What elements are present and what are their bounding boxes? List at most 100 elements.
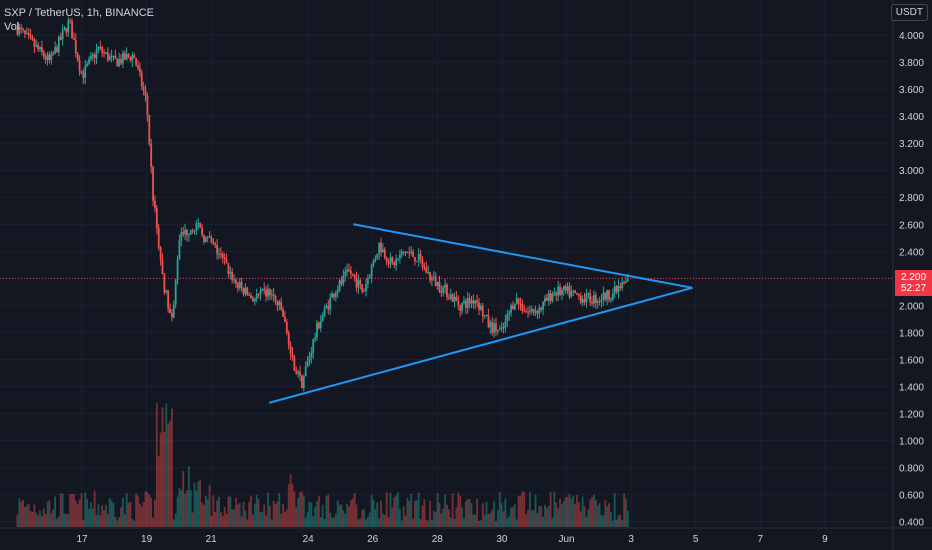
candle-body — [544, 297, 546, 302]
candle-body — [498, 328, 501, 331]
candle-body — [142, 86, 145, 91]
volume-bar — [583, 506, 586, 527]
volume-bar — [480, 520, 482, 527]
candle-body — [257, 294, 260, 296]
candle-body — [108, 56, 111, 61]
candle-body — [223, 257, 226, 260]
volume-bar — [274, 503, 277, 527]
candle-body — [496, 330, 499, 332]
candle-body — [555, 292, 558, 296]
volume-bar — [235, 497, 237, 527]
volume-bar — [133, 520, 136, 527]
candle-body — [327, 306, 330, 310]
volume-bar — [86, 499, 89, 527]
candle-body — [135, 58, 138, 66]
volume-bar — [297, 497, 300, 527]
volume-bar — [468, 499, 471, 527]
volume-bar — [613, 493, 616, 527]
candle-body — [171, 312, 173, 318]
volume-bar — [103, 510, 105, 527]
volume-bar — [29, 510, 32, 527]
candle-body — [342, 275, 345, 284]
candle-body — [285, 321, 288, 334]
bar-countdown: 52:27 — [900, 283, 927, 295]
volume-bar — [114, 516, 117, 527]
trendlines[interactable] — [269, 223, 693, 404]
candle-body — [189, 230, 192, 235]
candle-body — [402, 251, 405, 253]
candle-body — [69, 20, 72, 22]
volume-bar — [252, 514, 254, 527]
volume-bar — [446, 504, 448, 527]
currency-button[interactable]: USDT — [890, 4, 928, 21]
candle-body — [547, 292, 550, 301]
candle-body — [561, 290, 563, 295]
volume-bar — [547, 506, 550, 527]
volume-bar — [137, 495, 139, 527]
candle-body — [97, 46, 100, 50]
candle-body — [221, 253, 224, 258]
price-tick-label: 1.200 — [899, 410, 924, 421]
candle-body — [576, 292, 578, 295]
volume-bar — [61, 493, 64, 527]
candle-body — [301, 375, 303, 389]
volume-bar — [267, 492, 269, 527]
candle-body — [581, 299, 584, 303]
volume-bar — [559, 498, 561, 527]
volume-bar — [197, 481, 200, 527]
volume-bar — [425, 519, 428, 527]
candle-body — [591, 302, 593, 304]
candle-body — [250, 295, 252, 299]
volume-bar — [498, 492, 501, 527]
volume-bar — [306, 512, 309, 527]
candle-body — [334, 292, 337, 297]
volume-bar — [453, 518, 456, 527]
candle-body — [376, 253, 379, 259]
candle-body — [521, 304, 524, 311]
candle-body — [391, 257, 394, 263]
candle-body — [344, 271, 347, 276]
candle-body — [137, 65, 139, 68]
candle-body — [325, 306, 328, 308]
volume-bar — [106, 513, 109, 527]
candle-body — [204, 237, 207, 242]
volume-bar — [135, 493, 138, 527]
candle-body — [263, 288, 266, 290]
candle-body — [359, 280, 362, 285]
candle-body — [583, 299, 586, 303]
volume-bar — [487, 514, 490, 527]
volume-bar — [415, 500, 418, 527]
candle-body — [125, 53, 128, 60]
candle-body — [65, 27, 68, 33]
volume-bar — [385, 491, 388, 527]
volume-bar — [598, 503, 601, 527]
volume-bars — [16, 402, 629, 527]
volume-bar — [39, 510, 41, 527]
price-tick-label: 2.600 — [899, 220, 924, 231]
volume-bar — [414, 500, 416, 527]
volume-bar — [463, 518, 465, 527]
volume-legend-label[interactable]: Vol — [4, 21, 20, 33]
price-axis[interactable]: 4.000 3.800 3.600 3.400 3.200 3.000 2.800 2.600… — [899, 31, 924, 529]
volume-bar — [513, 504, 516, 527]
candle-body — [155, 207, 158, 229]
volume-bar — [140, 506, 143, 527]
candle-body — [579, 295, 582, 303]
time-axis[interactable]: 17 19 21 24 26 28 30 Jun 3 5 7 9 — [76, 534, 828, 545]
candle-body — [611, 293, 614, 300]
lower-trendline[interactable] — [269, 286, 693, 404]
price-tick-label: 3.800 — [899, 58, 924, 69]
volume-bar — [272, 500, 275, 527]
candle-body — [538, 307, 541, 314]
symbol-title[interactable]: SXP / TetherUS, 1h, BINANCE — [4, 7, 154, 19]
volume-bar — [500, 503, 503, 527]
volume-bar — [600, 514, 603, 527]
candle-body — [268, 288, 271, 296]
candle-body — [336, 290, 339, 293]
volume-bar — [464, 501, 467, 527]
candle-body — [240, 282, 243, 289]
upper-trendline[interactable] — [353, 223, 693, 289]
candle-body — [382, 249, 384, 253]
candle-body — [184, 229, 186, 235]
